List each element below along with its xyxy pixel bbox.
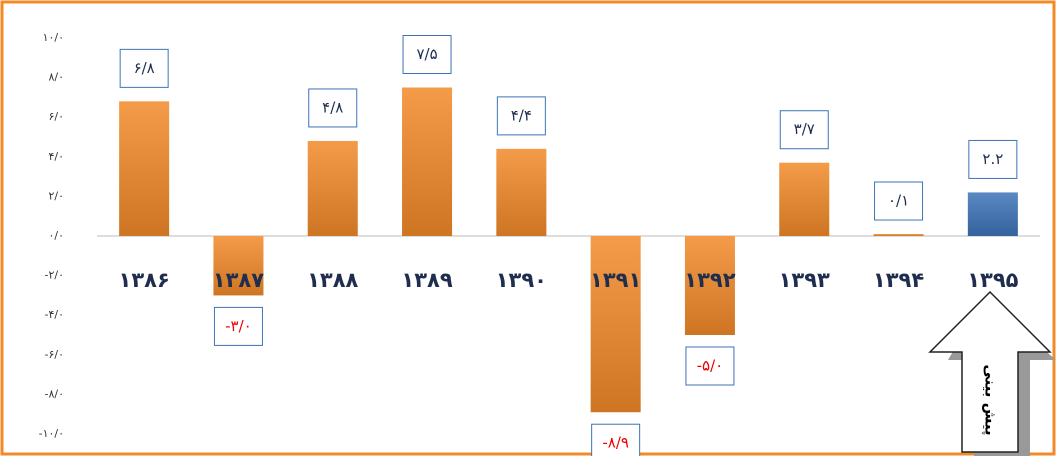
x-tick-label: ۱۳۹۲ bbox=[684, 268, 735, 292]
value-label-box bbox=[685, 346, 735, 386]
x-tick-label: ۱۳۹۰ bbox=[496, 268, 547, 292]
y-tick-label: ۲/۰ bbox=[48, 189, 64, 202]
bar-shade bbox=[967, 192, 1018, 236]
bar-shade bbox=[402, 87, 453, 236]
bar-shade bbox=[590, 236, 641, 413]
value-label-box bbox=[308, 88, 358, 128]
forecast-arrow: پیش بینی bbox=[928, 290, 1056, 456]
y-tick-label: -۶/۰ bbox=[45, 348, 65, 361]
x-tick-label: ۱۳۹۱ bbox=[590, 268, 641, 292]
value-label: -۵/۰ bbox=[697, 357, 724, 375]
value-label: ۴/۸ bbox=[322, 98, 343, 116]
bar-shade bbox=[779, 162, 830, 236]
bar-shade bbox=[496, 148, 547, 236]
y-tick-label: -۴/۰ bbox=[45, 308, 65, 321]
bar-shade bbox=[213, 236, 264, 296]
y-tick-label: ۰/۰ bbox=[48, 229, 64, 242]
value-label: ۳/۷ bbox=[794, 120, 815, 138]
annotation: پیش بینی bbox=[981, 364, 1000, 435]
bar-shade bbox=[684, 236, 735, 335]
y-tick-label: ۸/۰ bbox=[48, 71, 64, 84]
value-label-box bbox=[874, 181, 924, 221]
x-tick-label: ۱۳۹۳ bbox=[779, 268, 830, 292]
value-label-box bbox=[213, 306, 263, 346]
value-label: -۳/۰ bbox=[225, 317, 252, 335]
bar-shade bbox=[873, 234, 924, 236]
value-label-box bbox=[119, 48, 169, 88]
y-tick-label: -۸/۰ bbox=[45, 387, 65, 400]
y-tick-label: -۱۰/۰ bbox=[39, 427, 64, 440]
value-label: -۸/۹ bbox=[602, 434, 629, 452]
y-tick-label: ۱۰/۰ bbox=[43, 31, 64, 44]
bar-shade bbox=[119, 101, 170, 236]
bar-shade bbox=[307, 140, 358, 236]
x-tick-label: ۱۳۹۴ bbox=[873, 268, 924, 292]
x-tick-label: ۱۳۸۹ bbox=[401, 268, 452, 292]
value-label-box bbox=[496, 96, 546, 136]
value-label: ۶/۸ bbox=[134, 59, 155, 77]
value-label-box bbox=[968, 139, 1018, 179]
y-tick-label: ۴/۰ bbox=[48, 150, 64, 163]
x-tick-label: ۱۳۹۵ bbox=[967, 268, 1018, 292]
y-tick-label: ۶/۰ bbox=[48, 110, 64, 123]
x-tick-label: ۱۳۸۷ bbox=[213, 268, 264, 292]
value-label: ۰/۱ bbox=[888, 192, 909, 210]
x-tick-label: ۱۳۸۸ bbox=[307, 268, 358, 292]
value-label-box bbox=[402, 35, 452, 74]
value-label: ۲.۲ bbox=[982, 150, 1003, 168]
x-tick-label: ۱۳۸۶ bbox=[119, 268, 170, 292]
value-label-box bbox=[779, 110, 829, 150]
value-label: ۴/۴ bbox=[511, 106, 532, 124]
y-tick-label: -۲/۰ bbox=[45, 269, 65, 282]
value-label-box bbox=[591, 423, 641, 456]
value-label: ۷/۵ bbox=[416, 45, 437, 63]
